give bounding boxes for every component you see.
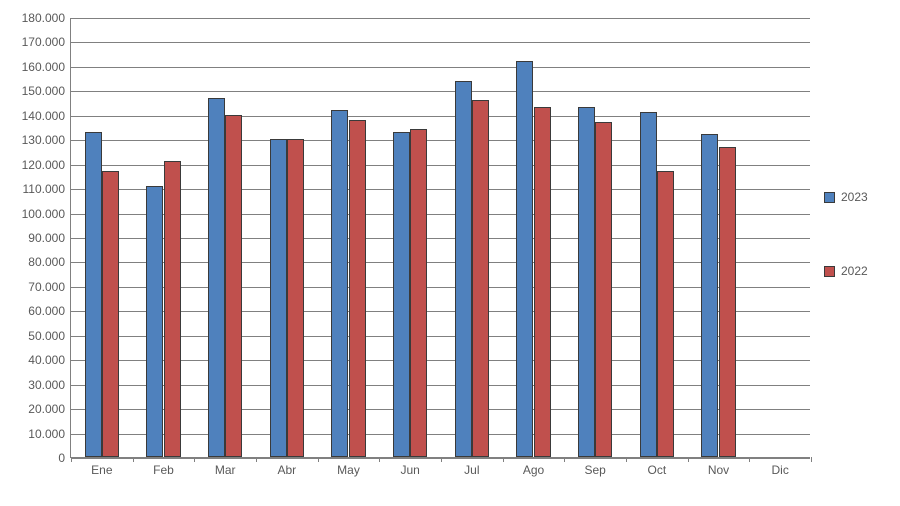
y-axis-label: 170.000 (11, 35, 71, 49)
bar-2023-Nov (701, 134, 718, 457)
plot-area: 010.00020.00030.00040.00050.00060.00070.… (70, 18, 810, 458)
y-axis-label: 110.000 (11, 182, 71, 196)
x-tick (441, 457, 442, 462)
y-axis-label: 0 (11, 451, 71, 465)
bar-2022-Oct (657, 171, 674, 457)
y-axis-label: 130.000 (11, 133, 71, 147)
bar-2022-Ago (534, 107, 551, 457)
x-tick (564, 457, 565, 462)
x-axis-label: Sep (584, 457, 605, 477)
grid-line (71, 262, 810, 263)
x-axis-label: Dic (771, 457, 788, 477)
y-axis-label: 60.000 (11, 304, 71, 318)
y-axis-label: 70.000 (11, 280, 71, 294)
grid-line (71, 42, 810, 43)
y-axis-label: 160.000 (11, 60, 71, 74)
grid-line (71, 409, 810, 410)
bar-2023-Sep (578, 107, 595, 457)
x-tick (688, 457, 689, 462)
x-tick (71, 457, 72, 462)
grid-line (71, 214, 810, 215)
grid-line (71, 434, 810, 435)
y-axis-label: 30.000 (11, 378, 71, 392)
x-axis-label: Ago (523, 457, 544, 477)
legend: 2023 2022 (824, 190, 868, 338)
bar-2023-Feb (146, 186, 163, 457)
bar-2022-Nov (719, 147, 736, 457)
legend-swatch (824, 266, 835, 277)
x-tick (194, 457, 195, 462)
bar-2023-Abr (270, 139, 287, 457)
grid-line (71, 18, 810, 19)
y-axis-label: 40.000 (11, 353, 71, 367)
grid-line (71, 140, 810, 141)
legend-item-2023: 2023 (824, 190, 868, 204)
bar-2023-Jul (455, 81, 472, 457)
bar-2023-Oct (640, 112, 657, 457)
grid-line (71, 336, 810, 337)
x-axis-label: Abr (277, 457, 296, 477)
legend-swatch (824, 192, 835, 203)
grid-line (71, 67, 810, 68)
legend-label: 2023 (841, 190, 868, 204)
bar-2023-Mar (208, 98, 225, 457)
bar-2022-Sep (595, 122, 612, 457)
bar-2022-Jul (472, 100, 489, 457)
x-axis-label: Nov (708, 457, 729, 477)
y-axis-label: 90.000 (11, 231, 71, 245)
chart-container: 0 10.000 20.000 30.000 40.000 50.000 60.000 70.… (0, 0, 900, 506)
bar-2023-May (331, 110, 348, 457)
x-tick (503, 457, 504, 462)
y-axis-label: 20.000 (11, 402, 71, 416)
x-axis-label: Mar (215, 457, 236, 477)
bar-2022-Jun (410, 129, 427, 457)
legend-label: 2022 (841, 264, 868, 278)
grid-line (71, 238, 810, 239)
bar-2022-Abr (287, 139, 304, 457)
grid-line (71, 287, 810, 288)
x-tick (318, 457, 319, 462)
x-axis-label: May (337, 457, 360, 477)
bar-2022-Feb (164, 161, 181, 457)
y-axis-label: 10.000 (11, 427, 71, 441)
y-axis-label: 50.000 (11, 329, 71, 343)
grid-line (71, 116, 810, 117)
x-tick (379, 457, 380, 462)
x-tick (811, 457, 812, 462)
y-axis-label: 100.000 (11, 207, 71, 221)
x-tick (749, 457, 750, 462)
bar-2023-Ene (85, 132, 102, 457)
x-axis-label: Jun (400, 457, 419, 477)
bar-2022-May (349, 120, 366, 457)
grid-line (71, 189, 810, 190)
x-axis-label: Oct (647, 457, 666, 477)
grid-line (71, 385, 810, 386)
bar-2022-Mar (225, 115, 242, 457)
y-axis-label: 80.000 (11, 255, 71, 269)
y-axis-label: 140.000 (11, 109, 71, 123)
grid-line (71, 360, 810, 361)
x-axis-label: Feb (153, 457, 174, 477)
x-axis-label: Jul (464, 457, 479, 477)
y-axis-label: 180.000 (11, 11, 71, 25)
x-tick (133, 457, 134, 462)
y-axis-label: 150.000 (11, 84, 71, 98)
bar-2023-Jun (393, 132, 410, 457)
legend-item-2022: 2022 (824, 264, 868, 278)
y-axis-label: 120.000 (11, 158, 71, 172)
bar-2023-Ago (516, 61, 533, 457)
bar-2022-Ene (102, 171, 119, 457)
x-axis-label: Ene (91, 457, 112, 477)
x-tick (626, 457, 627, 462)
grid-line (71, 91, 810, 92)
x-tick (256, 457, 257, 462)
grid-line (71, 165, 810, 166)
grid-line (71, 311, 810, 312)
